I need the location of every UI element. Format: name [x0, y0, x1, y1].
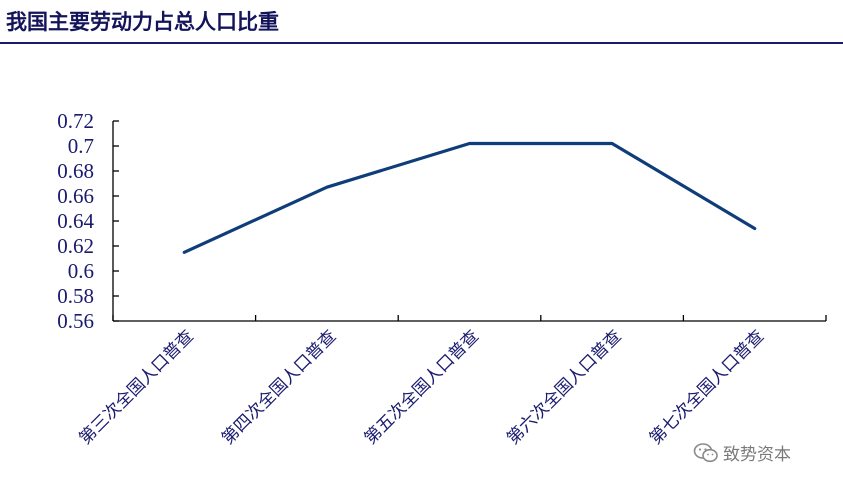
series-line [182, 141, 757, 254]
watermark-text: 致势资本 [723, 445, 791, 465]
x-tick-label: 第三次全国人口普查 [76, 326, 198, 448]
x-tick-label: 第四次全国人口普查 [218, 326, 340, 448]
x-tick-label: 第五次全国人口普查 [361, 326, 483, 448]
y-axis: 0.560.580.60.620.640.660.680.70.72 [57, 109, 119, 333]
series-group [182, 141, 757, 254]
chart-title: 我国主要劳动力占总人口比重 [6, 10, 279, 34]
y-tick-label: 0.66 [57, 184, 94, 208]
y-tick-label: 0.6 [68, 259, 94, 283]
y-tick-label: 0.56 [57, 309, 94, 333]
x-tick-label: 第七次全国人口普查 [646, 326, 768, 448]
x-axis: 第三次全国人口普查 第四次全国人口普查 第五次全国人口普查 第六次全国人口普查 第七次全… [76, 315, 827, 449]
y-tick-label: 0.62 [57, 234, 94, 258]
y-tick-label: 0.58 [57, 284, 94, 308]
y-tick-label: 0.72 [57, 109, 94, 133]
y-tick-label: 0.68 [57, 159, 94, 183]
y-tick-label: 0.64 [57, 209, 94, 233]
x-tick-label: 第六次全国人口普查 [503, 326, 625, 448]
title-divider [0, 42, 843, 44]
y-tick-label: 0.7 [68, 134, 94, 158]
watermark: 致势资本 [693, 440, 791, 465]
wechat-icon [693, 442, 718, 462]
